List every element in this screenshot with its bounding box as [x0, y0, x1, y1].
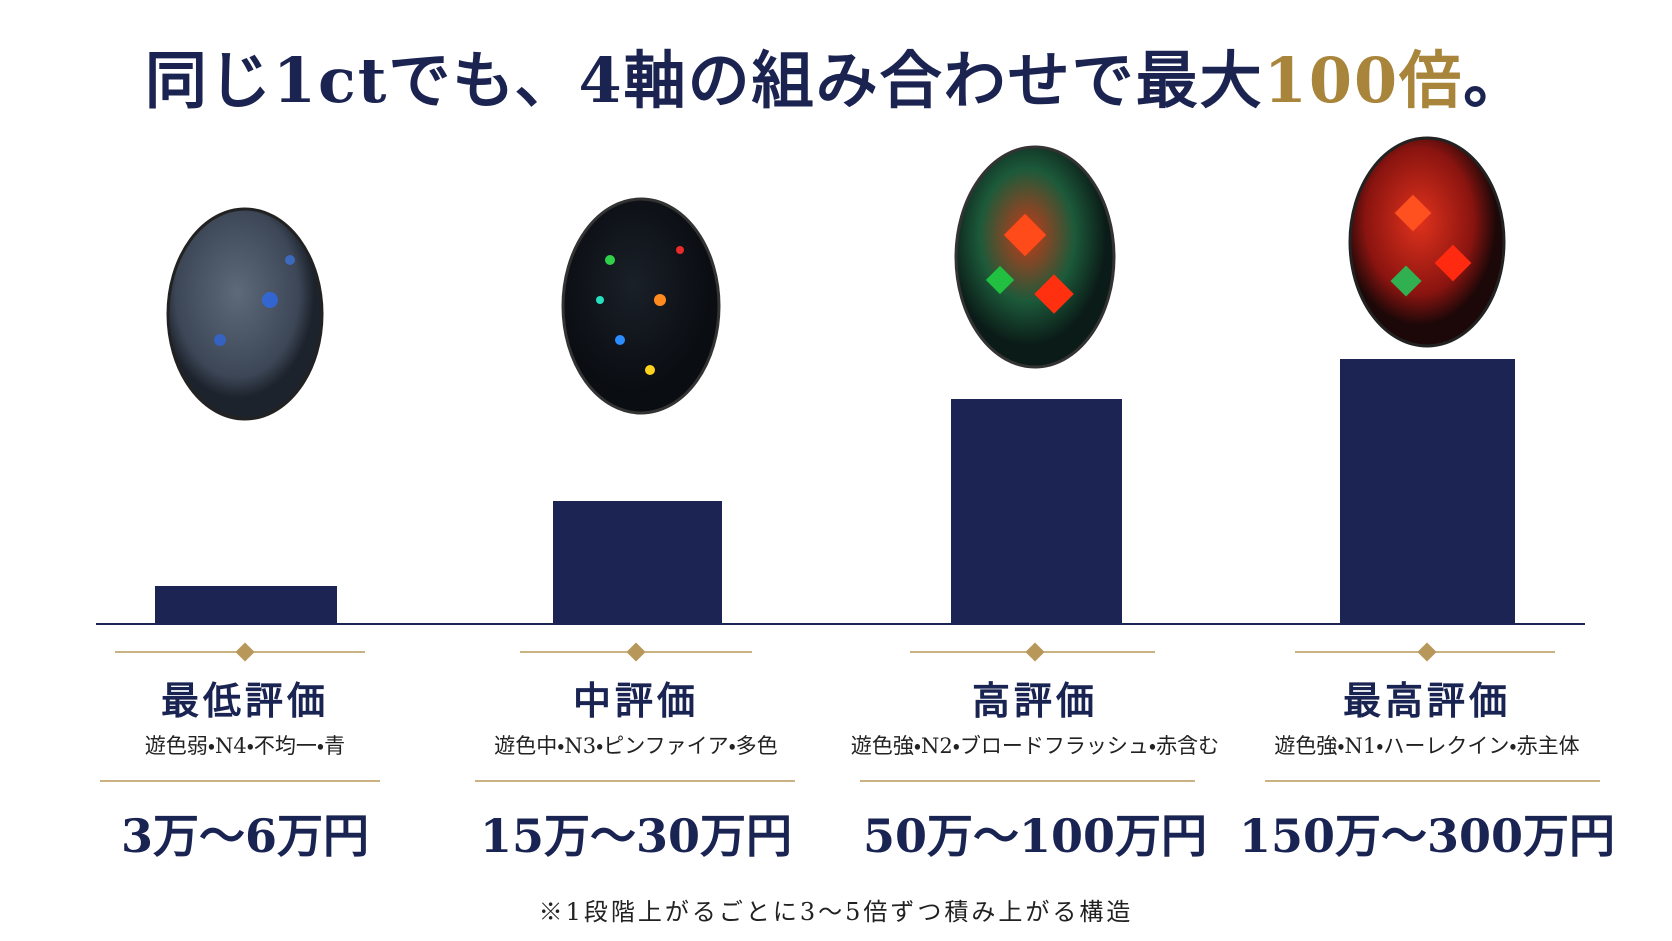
- tier-name: 最低評価: [160, 678, 329, 723]
- tier-price: 15万〜30万円: [479, 809, 793, 863]
- ornaments: [100, 642, 1600, 782]
- tier-price: 150万〜300万円: [1238, 809, 1616, 863]
- bars: [155, 359, 1515, 624]
- tier-spec: 遊色強・N2・ブロードフラッシュ・赤含む: [850, 734, 1220, 758]
- gem: [166, 207, 324, 421]
- tier-spec: 遊色強・N1・ハーレクイン・赤主体: [1274, 734, 1580, 758]
- tier-name: 最高評価: [1342, 678, 1511, 723]
- tier-spec: 遊色中・N3・ピンファイア・多色: [494, 734, 778, 758]
- tier-price: 50万〜100万円: [862, 809, 1208, 863]
- tier-name: 高評価: [971, 678, 1098, 723]
- title: 同じ1ctでも、4軸の組み合わせで最大100倍。: [0, 30, 1672, 120]
- tier-name: 中評価: [572, 678, 699, 723]
- tier-spec: 遊色弱・N4・不均一・青: [144, 734, 346, 758]
- gem: [561, 197, 721, 415]
- bar: [951, 399, 1122, 624]
- footnote: ※1段階上がるごとに3〜5倍ずつ積み上がる構造: [538, 898, 1134, 926]
- bar: [1340, 359, 1515, 624]
- gem: [1348, 136, 1506, 348]
- title-end: 。: [1463, 44, 1528, 117]
- title-main: 同じ1ctでも、4軸の組み合わせで最大: [144, 44, 1264, 117]
- bar: [155, 586, 337, 624]
- gem: [954, 145, 1116, 369]
- title-highlight: 100倍: [1263, 44, 1464, 117]
- bar: [553, 501, 722, 624]
- tier-price: 3万〜6万円: [120, 809, 369, 863]
